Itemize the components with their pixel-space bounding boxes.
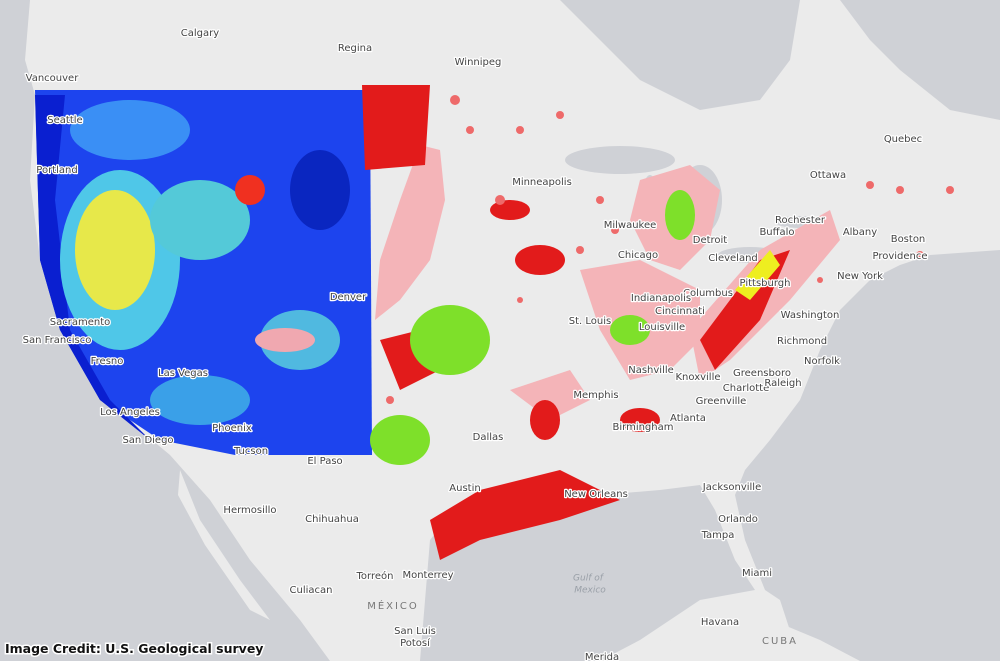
- place-label: Tampa: [701, 530, 735, 541]
- place-label: Portland: [36, 165, 77, 176]
- place-label: Winnipeg: [455, 57, 502, 68]
- place-labels: Calgary Regina Winnipeg Vancouver Seattle Por…: [21, 27, 928, 661]
- place-label: Albany: [843, 227, 877, 238]
- place-label: Phoenix: [212, 423, 252, 434]
- place-label: Sacramento: [50, 317, 110, 328]
- place-label: Raleigh: [764, 378, 801, 389]
- place-label: Pittsburgh: [740, 278, 791, 289]
- place-label: Merida: [585, 652, 619, 661]
- place-label: Columbus: [683, 288, 733, 299]
- place-label: San Luis: [394, 626, 436, 637]
- place-label: St. Louis: [569, 316, 611, 327]
- place-label: Norfolk: [804, 356, 840, 367]
- place-label: Monterrey: [402, 570, 453, 581]
- place-label: Charlotte: [723, 383, 769, 394]
- place-label: Washington: [781, 310, 840, 321]
- place-label: Rochester: [775, 215, 826, 226]
- place-label: Hermosillo: [223, 505, 276, 516]
- place-label: Knoxville: [675, 372, 720, 383]
- place-label: Buffalo: [759, 227, 794, 238]
- place-label: Los Angeles: [100, 407, 160, 418]
- place-label: Tucson: [233, 446, 268, 457]
- place-label: Ottawa: [810, 170, 846, 181]
- place-label: Cleveland: [708, 253, 758, 264]
- place-label: New York: [837, 271, 883, 282]
- west-overlay: [35, 90, 372, 455]
- place-label: Chicago: [618, 250, 658, 261]
- place-label: Orlando: [718, 514, 758, 525]
- place-label: Richmond: [777, 336, 827, 347]
- place-label: Louisville: [639, 322, 685, 333]
- place-label: Chihuahua: [305, 514, 359, 525]
- place-label: Providence: [872, 251, 927, 262]
- place-label: Jacksonville: [702, 482, 761, 493]
- water-label: Gulf of: [573, 574, 605, 584]
- country-label: CUBA: [762, 636, 798, 647]
- place-label: Havana: [701, 617, 739, 628]
- place-label: Regina: [338, 43, 372, 54]
- place-label: San Diego: [122, 435, 173, 446]
- image-credit: Image Credit: U.S. Geological survey: [5, 641, 263, 656]
- event-dots: [386, 95, 954, 404]
- place-label: Indianapolis: [631, 293, 691, 304]
- place-label: Dallas: [473, 432, 504, 443]
- green-areas: [370, 190, 780, 465]
- place-label: New Orleans: [564, 489, 628, 500]
- place-label: El Paso: [307, 456, 342, 467]
- place-label: Atlanta: [670, 413, 706, 424]
- place-label: Greensboro: [733, 368, 791, 379]
- place-label: Boston: [891, 234, 926, 245]
- country-label: MÉXICO: [367, 599, 419, 612]
- place-label: Calgary: [181, 28, 219, 39]
- place-label: Seattle: [47, 115, 82, 126]
- place-label: Fresno: [91, 356, 124, 367]
- place-label: Milwaukee: [604, 220, 657, 231]
- place-label: Miami: [742, 568, 772, 579]
- place-label: Birmingham: [613, 422, 674, 433]
- place-label: Potosí: [400, 637, 431, 649]
- place-label: Quebec: [884, 134, 922, 145]
- place-label: Memphis: [573, 390, 618, 401]
- place-label: Detroit: [693, 235, 728, 246]
- place-label: Culiacan: [290, 585, 333, 596]
- place-label: San Francisco: [23, 335, 92, 346]
- place-label: Nashville: [628, 365, 674, 376]
- place-label: Torreón: [356, 570, 394, 582]
- place-label: Minneapolis: [512, 177, 572, 188]
- place-label: Austin: [449, 483, 480, 494]
- place-label: Las Vegas: [158, 368, 208, 379]
- place-label: Denver: [330, 292, 367, 303]
- water-label: Mexico: [574, 586, 606, 596]
- place-label: Cincinnati: [655, 306, 705, 317]
- place-label: Greenville: [696, 396, 747, 407]
- place-label: Vancouver: [26, 73, 80, 84]
